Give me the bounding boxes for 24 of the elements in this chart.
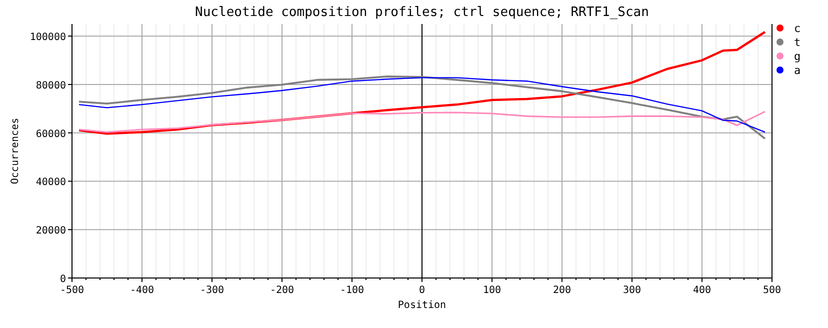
y-tick-label: 100000 — [30, 32, 66, 44]
y-tick-label: 80000 — [36, 80, 66, 92]
y-tick-label: 40000 — [36, 177, 66, 188]
x-tick-label: 300 — [622, 285, 642, 296]
x-tick-label: -400 — [130, 285, 154, 296]
x-tick-label: -500 — [60, 285, 84, 296]
y-tick-label: 20000 — [36, 226, 66, 237]
x-tick-label: -100 — [340, 285, 364, 296]
legend-label: a — [794, 64, 801, 77]
x-tick-label: 400 — [692, 285, 712, 296]
y-tick-label: 60000 — [36, 128, 66, 140]
x-tick-label: 0 — [418, 285, 426, 296]
chart-title: Nucleotide composition profiles; ctrl sequence; RRTF1_Scan — [195, 5, 649, 20]
y-axis-title: Occurrences — [10, 118, 21, 184]
legend-label: c — [794, 22, 801, 35]
x-axis-title: Position — [398, 300, 446, 311]
legend-label: t — [794, 36, 801, 49]
x-tick-label: 100 — [482, 285, 502, 296]
legend-label: g — [794, 50, 801, 63]
x-tick-label: -300 — [200, 285, 224, 296]
x-tick-label: 200 — [552, 285, 572, 296]
x-tick-label: -200 — [270, 285, 294, 296]
x-tick-label: 500 — [762, 285, 782, 296]
y-tick-label: 0 — [60, 274, 66, 285]
